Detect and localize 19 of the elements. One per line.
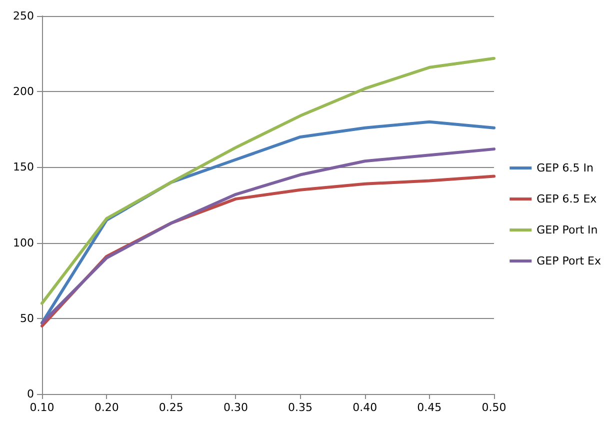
- legend-label: GEP Port In: [536, 224, 598, 236]
- legend-label: GEP Port Ex: [536, 254, 602, 268]
- x-tick-label: 0.45: [417, 401, 442, 414]
- line-series: [40, 56, 496, 305]
- x-tick-label: 0.40: [352, 401, 378, 414]
- legend-label: GEP 6.5 Ex: [536, 192, 598, 206]
- y-tick-label: 200: [13, 85, 34, 98]
- y-tick-label: 50: [20, 312, 34, 325]
- y-tick-label: 0: [27, 388, 34, 400]
- x-tick-label: 0.20: [94, 401, 119, 414]
- x-tick-label: 0.35: [288, 401, 313, 414]
- legend-label: GEP 6.5 In: [536, 162, 594, 174]
- x-tick-label: 0.10: [30, 401, 54, 414]
- y-tick-label: 150: [13, 160, 34, 174]
- x-tick-label: 0.50: [482, 401, 506, 414]
- y-tick-label: 250: [13, 10, 34, 22]
- y-tick-label: 100: [13, 236, 34, 250]
- x-tick-label: 0.25: [158, 401, 184, 414]
- x-tick-label: 0.30: [223, 401, 248, 414]
